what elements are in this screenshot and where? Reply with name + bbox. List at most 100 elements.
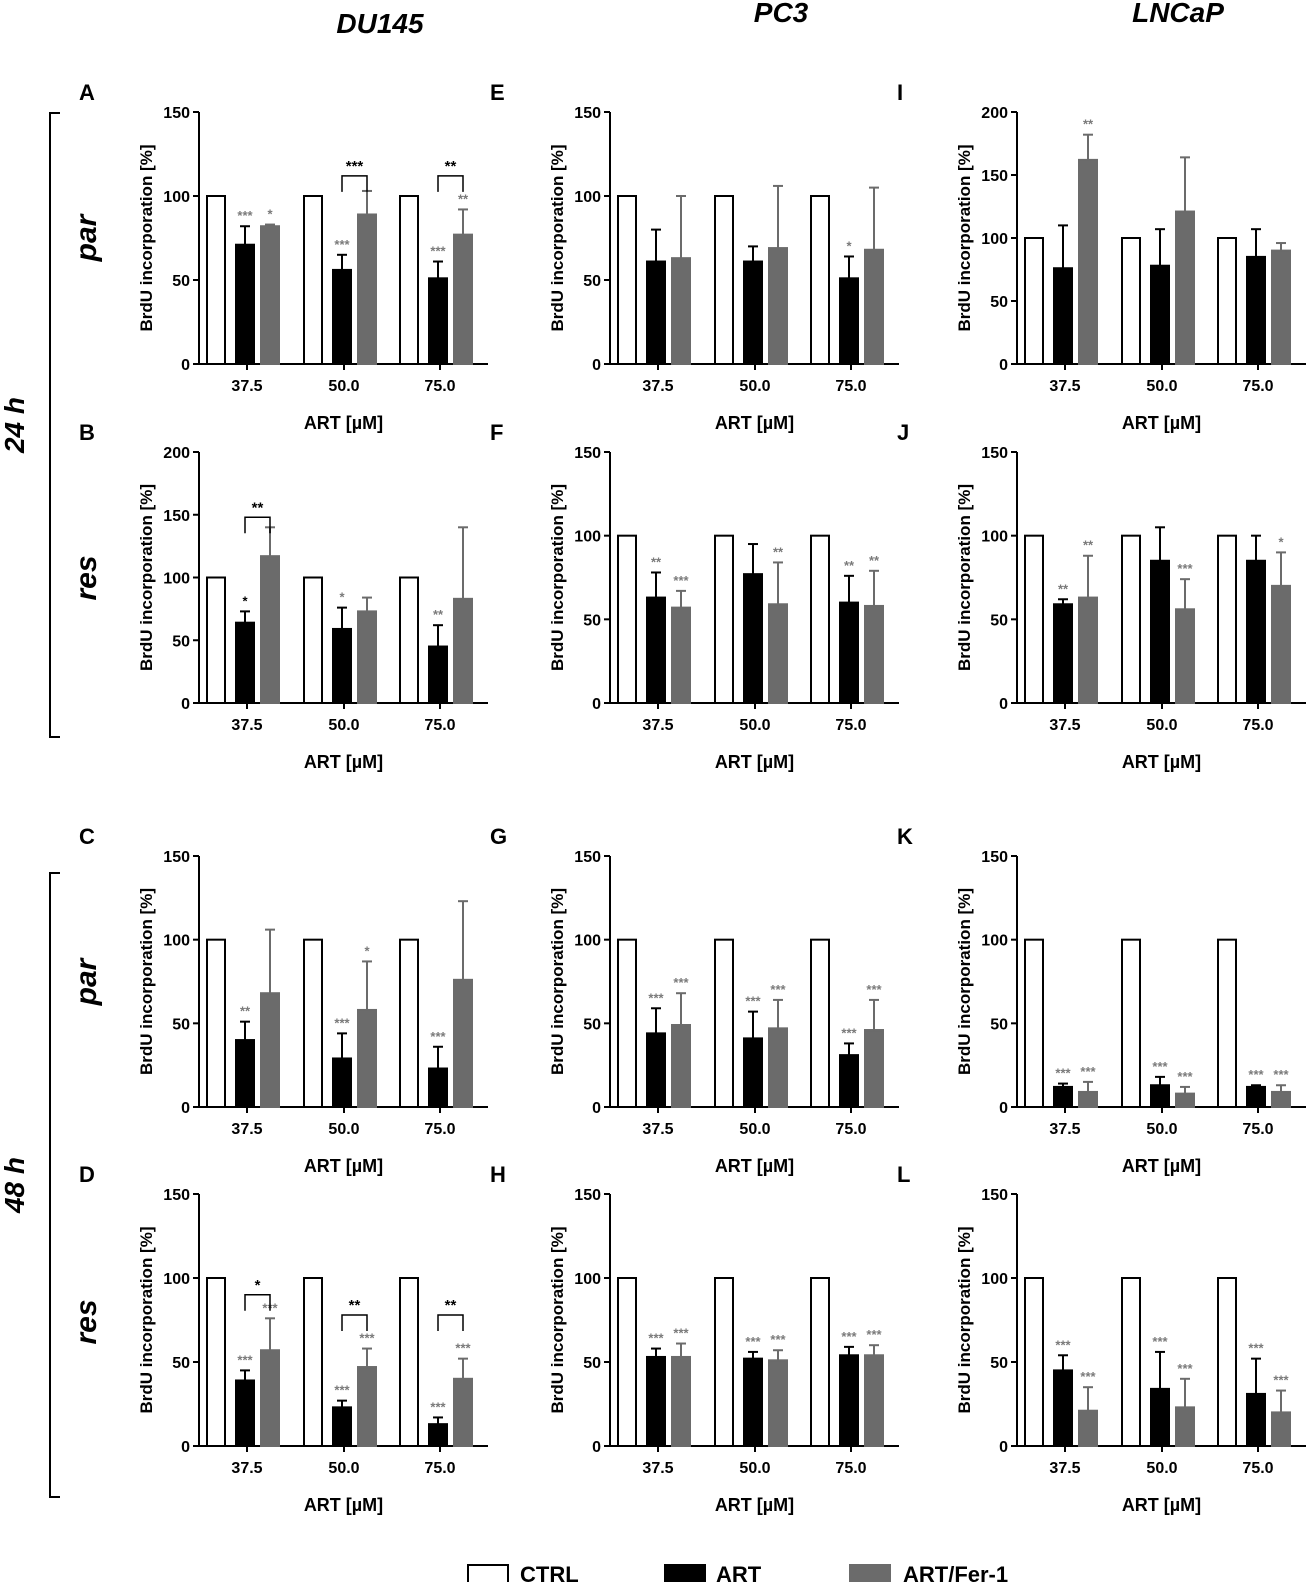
bar-ctrl (714, 534, 734, 705)
bar-art (1053, 603, 1073, 704)
x-tick-label: 75.0 (1242, 1121, 1273, 1138)
comparison-bracket-label: * (255, 1277, 261, 1294)
bar-art (1150, 1084, 1170, 1109)
bar-art-fer-1 (1078, 1409, 1098, 1447)
y-tick-label: 0 (592, 1439, 601, 1456)
significance-label: *** (841, 1025, 857, 1040)
y-tick-label: 150 (163, 1187, 190, 1204)
bar-art-fer-1 (1175, 1092, 1195, 1108)
bar-art (743, 573, 763, 704)
y-tick-label: 0 (592, 696, 601, 713)
bar-art (1053, 1369, 1073, 1448)
y-axis-label: BrdU incorporation [%] (955, 888, 974, 1075)
bar-ctrl (399, 576, 419, 704)
bar-art (1246, 1392, 1266, 1448)
bar-ctrl (1121, 534, 1141, 705)
bar-ctrl (206, 576, 226, 704)
significance-label: *** (1177, 1069, 1193, 1084)
bar-art (839, 601, 859, 704)
y-axis-label: BrdU incorporation [%] (548, 888, 567, 1075)
bar-art-fer-1 (260, 555, 280, 704)
significance-label: *** (334, 1015, 350, 1030)
bar-ctrl (617, 1277, 637, 1447)
bar-art (428, 277, 448, 366)
legend-label-ctrl: CTRL (520, 1562, 579, 1582)
bar-art (235, 1039, 255, 1108)
column-header-du145: DU145 (336, 8, 424, 39)
bar-ctrl (810, 195, 830, 365)
y-tick-label: 100 (163, 571, 190, 588)
legend-swatch-ctrl (467, 1564, 509, 1582)
x-tick-label: 37.5 (642, 717, 673, 734)
y-tick-label: 50 (583, 273, 601, 290)
bar-ctrl (1121, 237, 1141, 365)
x-axis-label: ART [µM] (715, 1156, 794, 1176)
bar-ctrl (617, 938, 637, 1109)
bar-art-fer-1 (768, 1359, 788, 1447)
significance-label: *** (841, 1329, 857, 1344)
x-tick-label: 50.0 (1146, 1460, 1177, 1477)
bar-art (839, 1054, 859, 1109)
bar-art (743, 260, 763, 365)
bar-art-fer-1 (1271, 584, 1291, 704)
significance-label: *** (1177, 561, 1193, 576)
bar-art-fer-1 (671, 257, 691, 365)
y-axis-label: BrdU incorporation [%] (137, 888, 156, 1075)
bar-art-fer-1 (260, 992, 280, 1108)
bar-ctrl (399, 1277, 419, 1447)
y-tick-label: 50 (990, 294, 1008, 311)
x-tick-label: 37.5 (642, 1460, 673, 1477)
significance-label: * (267, 207, 273, 222)
y-tick-label: 50 (583, 1016, 601, 1033)
bar-art (646, 596, 666, 705)
significance-label: *** (673, 975, 689, 990)
significance-label: ** (844, 558, 855, 573)
bar-art (428, 1067, 448, 1108)
significance-label: ** (1083, 538, 1094, 553)
bar-ctrl (206, 938, 226, 1109)
y-tick-label: 50 (583, 612, 601, 629)
bar-art (1053, 267, 1073, 365)
panel-d: D 0 50 100 150 BrdU incorporation [%] 37.5 50.0… (79, 1162, 488, 1515)
y-tick-label: 0 (181, 357, 190, 374)
bar-art (1246, 559, 1266, 704)
y-tick-label: 100 (981, 933, 1008, 950)
significance-label: ** (1083, 117, 1094, 132)
bar-ctrl (617, 195, 637, 365)
legend-label-art: ART (716, 1562, 762, 1582)
row-label-24h-par: par (70, 212, 103, 262)
bar-art-fer-1 (768, 247, 788, 365)
significance-label: *** (866, 982, 882, 997)
y-tick-label: 50 (990, 612, 1008, 629)
bar-art-fer-1 (864, 248, 884, 365)
significance-label: *** (866, 1327, 882, 1342)
panel-k: K 0 50 100 150 BrdU incorporation [%] 37.5 50.0… (897, 824, 1306, 1176)
x-tick-label: 50.0 (739, 1121, 770, 1138)
panel-i: I 0 50 100 150 200 BrdU incorporation [%] 37.5 5… (897, 80, 1306, 433)
panel-h: H 0 50 100 150 BrdU incorporation [%] 37.5 50.0… (490, 1162, 899, 1515)
x-axis-label: ART [µM] (715, 752, 794, 772)
y-tick-label: 150 (574, 1187, 601, 1204)
y-tick-label: 150 (163, 849, 190, 866)
panel-letter: L (897, 1162, 910, 1187)
bar-art (428, 1423, 448, 1448)
y-tick-label: 200 (163, 445, 190, 462)
comparison-bracket-label: ** (445, 1297, 457, 1314)
panel-c: C 0 50 100 150 BrdU incorporation [%] 37.5 50.0… (79, 824, 488, 1176)
y-tick-label: 0 (999, 357, 1008, 374)
bar-art (235, 1379, 255, 1447)
y-tick-label: 50 (583, 1355, 601, 1372)
y-tick-label: 150 (981, 1187, 1008, 1204)
bar-art (646, 1032, 666, 1108)
panel-b: B 0 50 100 150 200 BrdU incorporation [%] 37.5 5… (79, 420, 488, 772)
significance-label: *** (430, 1399, 446, 1414)
significance-label: *** (648, 990, 664, 1005)
y-tick-label: 100 (981, 231, 1008, 248)
legend-swatch-art (664, 1564, 706, 1582)
bar-ctrl (1217, 938, 1237, 1109)
bar-art (839, 1354, 859, 1448)
significance-label: *** (1177, 1361, 1193, 1376)
significance-label: ** (1058, 581, 1069, 596)
significance-label: ** (433, 607, 444, 622)
x-tick-label: 37.5 (231, 1121, 262, 1138)
